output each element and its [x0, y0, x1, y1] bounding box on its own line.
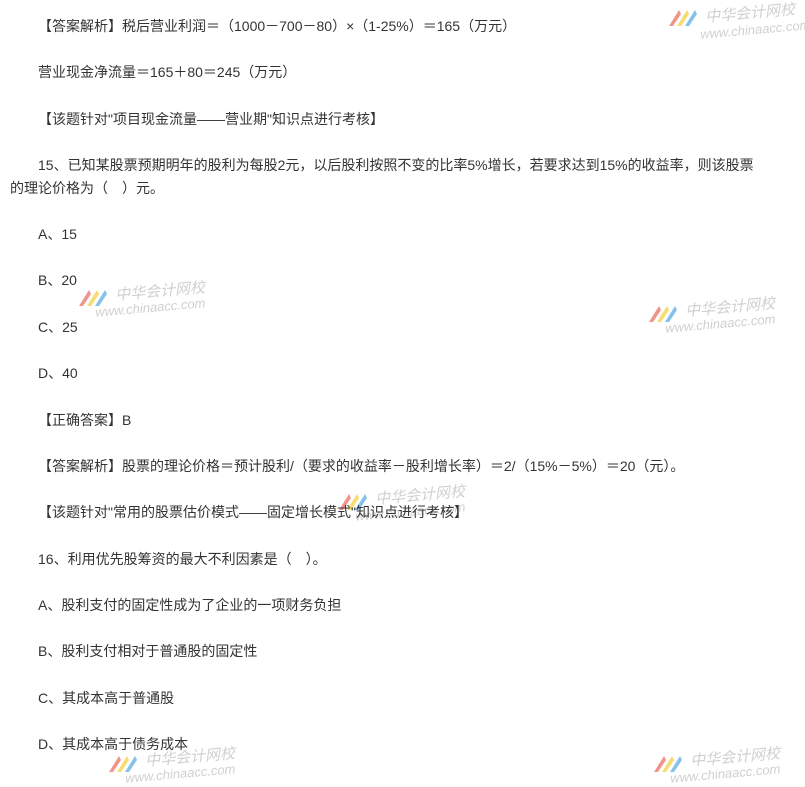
- correct-answer-15: 【正确答案】B: [10, 409, 765, 431]
- answer-analysis-15: 【答案解析】股票的理论价格＝预计股利/（要求的收益率－股利增长率）＝2/（15%…: [10, 455, 765, 477]
- option-a-15: A、15: [10, 223, 765, 245]
- option-c-15: C、25: [10, 316, 765, 338]
- watermark-url: www.chinaacc.com: [125, 761, 236, 786]
- question-15-text: 15、已知某股票预期明年的股利为每股2元，以后股利按照不变的比率5%增长，若要求…: [10, 154, 765, 199]
- option-b-15: B、20: [10, 269, 765, 291]
- calculation-line: 营业现金净流量＝165＋80＝245（万元）: [10, 61, 765, 83]
- option-d-16: D、其成本高于债务成本: [10, 733, 765, 755]
- question-16-text: 16、利用优先股筹资的最大不利因素是（ ）。: [10, 548, 765, 570]
- option-d-15: D、40: [10, 362, 765, 384]
- topic-note-line: 【该题针对"项目现金流量——营业期"知识点进行考核】: [10, 108, 765, 130]
- answer-analysis-line: 【答案解析】税后营业利润＝（1000－700－80）×（1-25%）＝165（万…: [10, 15, 765, 37]
- option-b-16: B、股利支付相对于普通股的固定性: [10, 640, 765, 662]
- option-a-16: A、股利支付的固定性成为了企业的一项财务负担: [10, 594, 765, 616]
- option-c-16: C、其成本高于普通股: [10, 687, 765, 709]
- watermark-url: www.chinaacc.com: [670, 761, 781, 786]
- topic-note-15: 【该题针对"常用的股票估价模式——固定增长模式"知识点进行考核】: [10, 501, 765, 523]
